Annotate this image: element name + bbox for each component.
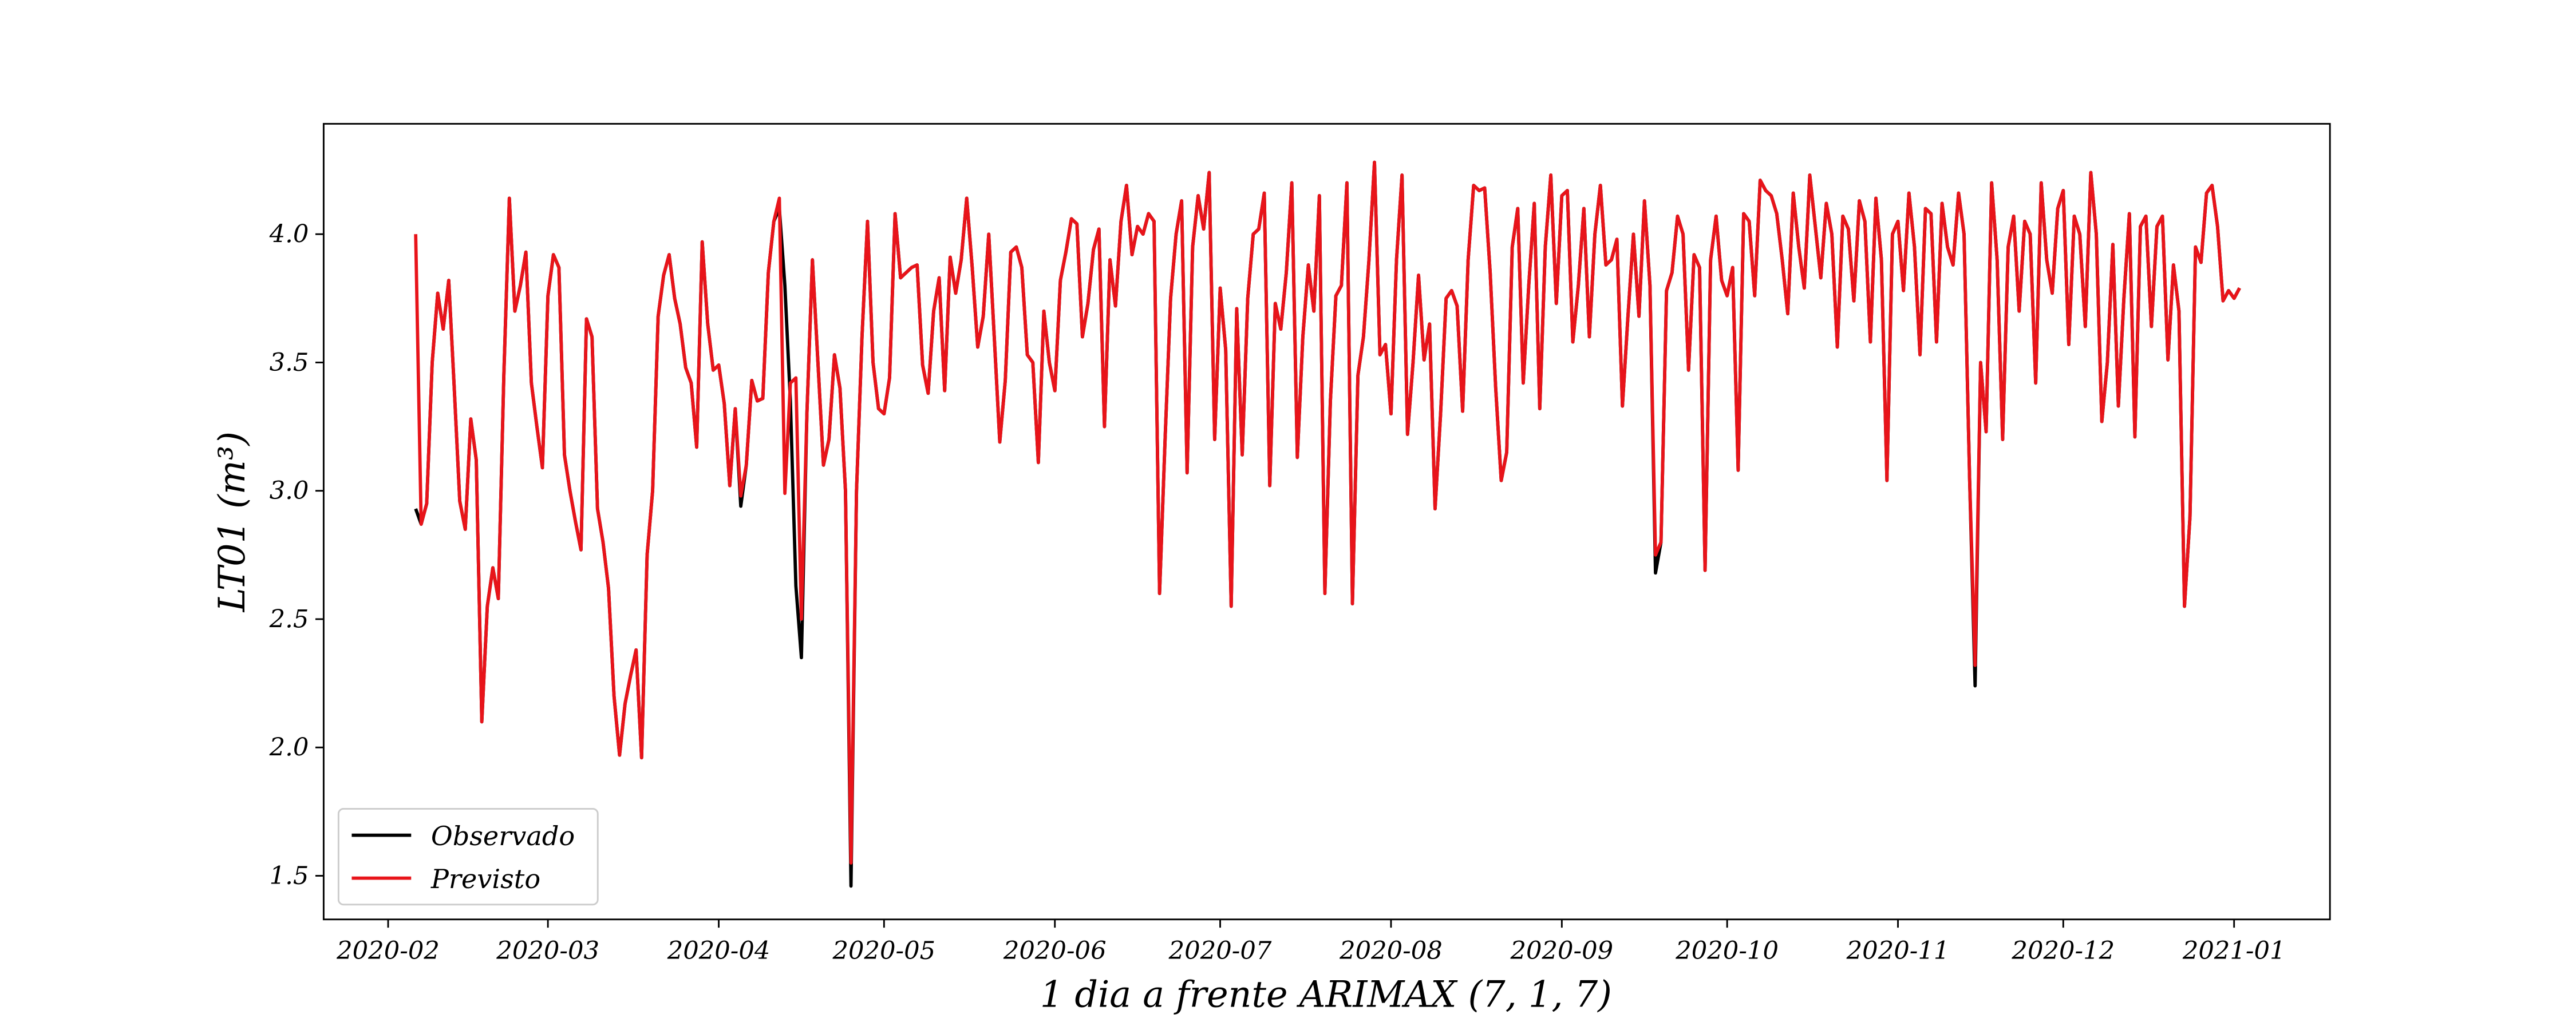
legend-label: Observado [431, 821, 575, 851]
x-tick-label: 2020-03 [496, 937, 599, 965]
x-axis-label: 1 dia a frente ARIMAX (7, 1, 7) [1040, 973, 1612, 1016]
series-line [416, 163, 2239, 863]
x-tick-label: 2020-07 [1168, 937, 1272, 965]
y-tick-label: 2.0 [269, 734, 309, 762]
y-tick-label: 3.0 [270, 477, 309, 505]
x-tick-label: 2021-01 [2182, 937, 2286, 965]
x-tick-label: 2020-08 [1339, 937, 1443, 965]
x-tick-label: 2020-12 [2011, 937, 2115, 965]
legend-label: Previsto [430, 863, 540, 894]
y-tick-label: 2.5 [269, 605, 309, 633]
x-tick-label: 2020-05 [832, 937, 935, 965]
y-axis-label: LT01 (m³) [211, 431, 253, 612]
x-tick-label: 2020-02 [336, 937, 440, 965]
y-tick-label: 3.5 [270, 348, 309, 377]
x-tick-label: 2020-04 [667, 937, 771, 965]
x-tick-label: 2020-10 [1675, 937, 1779, 965]
x-tick-label: 2020-09 [1510, 937, 1613, 965]
x-tick-label: 2020-11 [1846, 937, 1950, 965]
y-tick-label: 1.5 [270, 862, 309, 890]
y-tick-label: 4.0 [269, 220, 309, 249]
x-tick-label: 2020-06 [1003, 937, 1107, 965]
